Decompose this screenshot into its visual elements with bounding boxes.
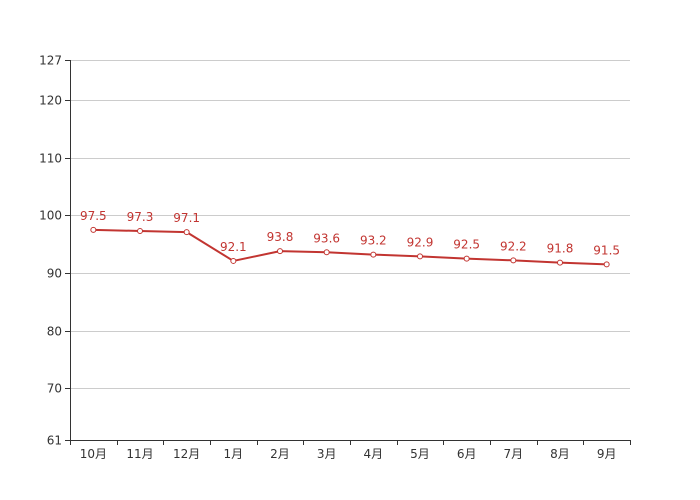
x-axis-ticks: 10月 11月 12月 1月 2月 3月 4月 5月 6月 7月 8月 9月: [70, 440, 631, 461]
y-tick-label: 110: [39, 152, 62, 166]
data-label: 97.5: [80, 209, 107, 223]
x-tick-label: 3月: [317, 447, 337, 461]
data-point: [323, 249, 330, 256]
grid-lines: [70, 60, 630, 389]
data-point: [90, 226, 97, 233]
x-tick-label: 12月: [173, 447, 200, 461]
data-point: [463, 255, 470, 262]
data-label: 92.2: [500, 239, 527, 253]
y-tick-label: 100: [39, 209, 62, 223]
x-tick-label: 2月: [270, 447, 290, 461]
data-point: [370, 251, 377, 258]
y-tick-label: 70: [47, 382, 62, 396]
x-tick-label: 8月: [550, 447, 570, 461]
y-tick-label: 120: [39, 94, 62, 108]
data-label: 93.8: [267, 230, 294, 244]
data-label: 92.9: [407, 235, 434, 249]
data-point: [183, 229, 190, 236]
y-tick-label: 127: [39, 54, 62, 68]
data-label: 92.1: [220, 240, 247, 254]
data-point: [277, 248, 283, 255]
series-group: 97.5 97.3 97.1 92.1 93.8 93.6 93.2 92.9 92.5 92.2…: [80, 209, 620, 268]
y-axis-ticks: 61 70 80 90 100 110 120 127: [39, 54, 70, 448]
x-tick-label: 7月: [504, 447, 524, 461]
x-tick-label: 11月: [126, 447, 153, 461]
x-tick-label: 1月: [224, 447, 244, 461]
data-label: 97.3: [127, 210, 154, 224]
data-label: 92.5: [453, 238, 480, 252]
data-point: [510, 257, 517, 264]
data-label: 91.8: [547, 242, 574, 256]
data-label: 97.1: [173, 211, 200, 225]
data-label: 93.2: [360, 234, 387, 248]
data-point: [603, 261, 610, 268]
series-line: [93, 228, 607, 266]
y-tick-label: 61: [47, 434, 62, 448]
data-point: [230, 257, 237, 264]
x-tick-label: 5月: [410, 447, 430, 461]
x-tick-label: 10月: [80, 447, 107, 461]
data-label: 91.5: [593, 243, 620, 257]
y-tick-label: 90: [47, 267, 62, 281]
data-point: [417, 253, 423, 260]
data-point: [137, 228, 143, 234]
data-point: [557, 259, 563, 266]
x-tick-label: 4月: [364, 447, 384, 461]
data-label: 93.6: [313, 231, 340, 245]
y-tick-label: 80: [47, 325, 62, 339]
x-tick-label: 9月: [597, 447, 617, 461]
x-tick-label: 6月: [457, 447, 477, 461]
